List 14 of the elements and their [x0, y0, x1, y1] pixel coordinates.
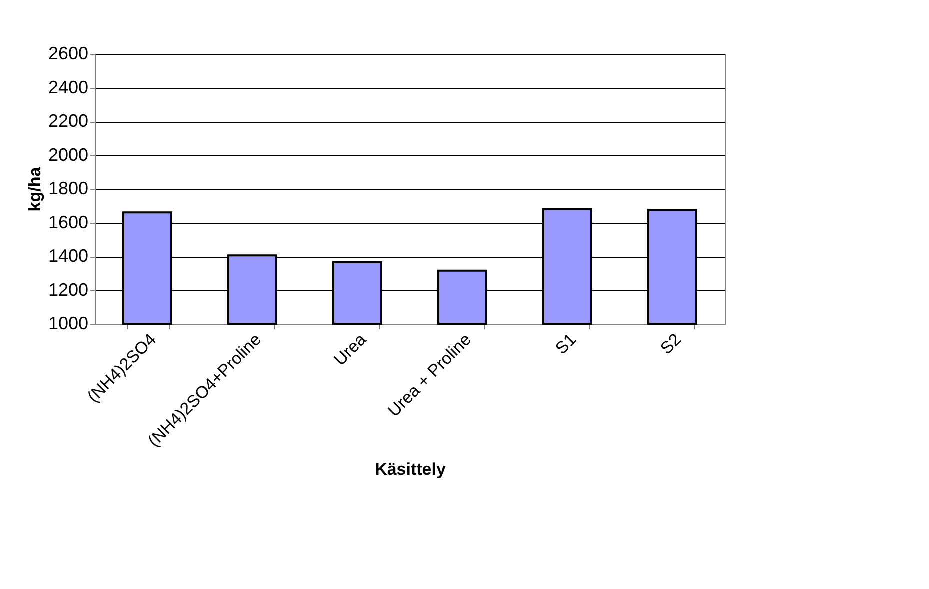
- x-tick-label: Urea: [330, 330, 370, 370]
- y-tick-label: 2400: [48, 77, 88, 98]
- y-tick-label: 1000: [48, 314, 88, 334]
- y-tick-label: 2600: [48, 44, 88, 64]
- y-tick-label: 1400: [48, 246, 88, 266]
- y-tick-label: 1800: [48, 178, 88, 198]
- y-axis-title: kg/ha: [25, 166, 44, 212]
- y-tick-label: 1600: [48, 212, 88, 232]
- x-axis-title: Käsittely: [375, 460, 446, 480]
- y-tick-label: 2000: [48, 144, 88, 165]
- x-tick-label: S2: [656, 330, 686, 358]
- y-tick-label: 2200: [48, 111, 88, 131]
- y-tick-label: 1200: [48, 280, 88, 300]
- x-tick-label: S1: [552, 330, 580, 358]
